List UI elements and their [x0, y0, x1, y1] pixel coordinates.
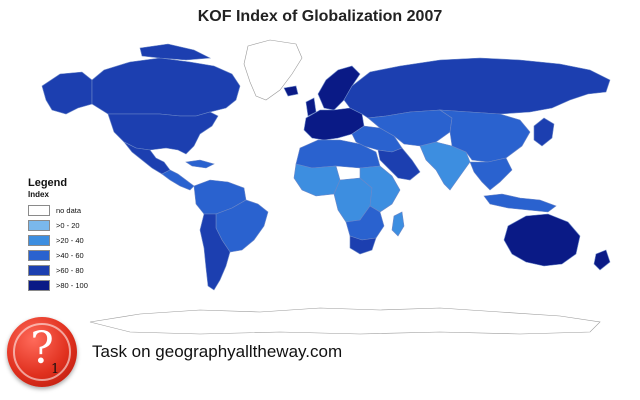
legend-item-40-60: >40 - 60 — [28, 248, 108, 262]
legend-label: >0 - 20 — [56, 220, 80, 230]
legend-swatch — [28, 234, 50, 246]
legend-label: >20 - 40 — [56, 235, 84, 245]
legend-swatch — [28, 279, 50, 291]
legend-subtitle: Index — [28, 190, 49, 199]
map-region-west-africa — [293, 163, 341, 197]
legend-title: Legend — [28, 177, 68, 189]
map-region-canada — [139, 43, 212, 61]
map-legend: Legend Index no data >0 - 20 >20 - 40 >4… — [28, 177, 108, 293]
legend-label: >80 - 100 — [56, 280, 88, 290]
icon-ring — [13, 323, 71, 381]
legend-item-0-20: >0 - 20 — [28, 218, 108, 232]
task-number: 1 — [51, 362, 60, 377]
legend-swatch — [28, 249, 50, 261]
map-region-south-asia — [419, 141, 471, 191]
map-region-indonesia — [483, 193, 557, 213]
map-region-greenland — [243, 39, 303, 101]
map-region-new-zealand — [593, 249, 611, 271]
legend-swatch — [28, 264, 50, 276]
map-region-madagascar — [391, 211, 405, 237]
legend-swatch — [28, 204, 50, 216]
map-region-central-america — [185, 159, 215, 169]
map-region-alaska — [41, 71, 93, 115]
map-region-southeast-asia — [469, 157, 513, 191]
map-region-russia — [343, 57, 611, 119]
question-mark-icon[interactable]: ? 1 — [7, 317, 77, 387]
legend-label: >60 - 80 — [56, 265, 84, 275]
map-region-europe — [283, 85, 299, 97]
legend-item-20-40: >20 - 40 — [28, 233, 108, 247]
map-region-east-africa — [359, 165, 401, 213]
legend-label: >40 - 60 — [56, 250, 84, 260]
map-region-antarctica — [89, 307, 601, 335]
map-region-south-africa — [349, 235, 377, 255]
map-region-southern-cone — [199, 213, 231, 291]
task-caption: Task on geographyalltheway.com — [92, 342, 343, 361]
map-region-arabia — [377, 147, 421, 181]
world-map — [41, 39, 611, 335]
map-region-usa — [107, 111, 219, 155]
legend-item-60-80: >60 - 80 — [28, 263, 108, 277]
map-region-scandinavia — [317, 65, 361, 111]
legend-swatch — [28, 219, 50, 231]
map-region-central-america — [161, 169, 195, 191]
question-glyph: ? — [30, 323, 54, 374]
map-region-canada — [91, 57, 241, 117]
legend-item-80-100: >80 - 100 — [28, 278, 108, 292]
map-region-japan-korea — [533, 117, 555, 147]
legend-item-no-data: no data — [28, 203, 108, 217]
legend-label: no data — [56, 205, 82, 215]
map-title: KOF Index of Globalization 2007 — [197, 8, 443, 25]
map-region-australia — [503, 213, 581, 267]
